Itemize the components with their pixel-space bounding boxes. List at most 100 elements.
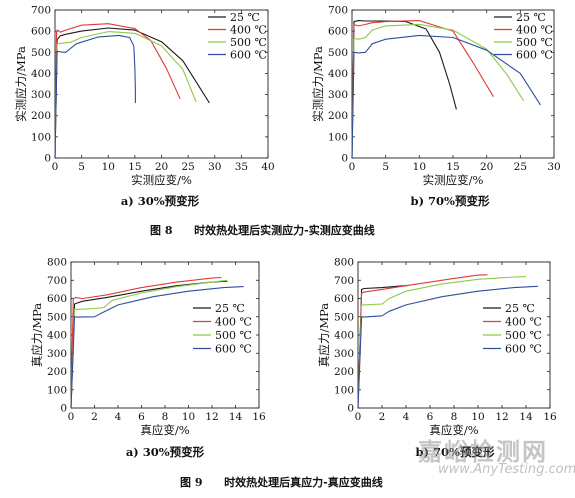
legend-label-1: 25 ℃ <box>215 302 245 315</box>
y-axis-title: 真应力/MPa <box>30 303 44 367</box>
legend-label-3: 500 ℃ <box>505 329 542 342</box>
legend-label-2: 400 ℃ <box>505 316 542 329</box>
y-tick-label: 400 <box>47 330 67 342</box>
legend-label-4: 600 ℃ <box>505 343 542 356</box>
x-tick-label: 16 <box>543 411 557 423</box>
y-tick-label: 0 <box>44 153 51 165</box>
series-line-2 <box>357 274 488 409</box>
y-tick-label: 600 <box>31 26 51 38</box>
x-tick-label: 10 <box>413 161 426 173</box>
legend-label-4: 600 ℃ <box>516 49 553 62</box>
y-tick-label: 500 <box>328 47 348 59</box>
figure-9-title: 时效热处理后真应力-真应变曲线 <box>224 476 383 489</box>
x-tick-label: 0 <box>355 411 362 423</box>
y-tick-label: 500 <box>31 47 51 59</box>
y-tick-label: 400 <box>334 330 354 342</box>
legend-label-4: 600 ℃ <box>230 49 267 62</box>
y-tick-label: 200 <box>334 366 354 378</box>
y-tick-label: 600 <box>334 293 354 305</box>
legend-label-4: 600 ℃ <box>215 343 252 356</box>
x-tick-label: 25 <box>514 161 527 173</box>
figure-8-title: 时效热处理后实测应力-实测应变曲线 <box>194 224 375 237</box>
y-tick-label: 700 <box>328 5 348 17</box>
series-line-2 <box>70 276 222 409</box>
x-tick-label: 14 <box>519 411 533 423</box>
x-tick-label: 6 <box>427 411 434 423</box>
x-tick-label: 14 <box>229 411 243 423</box>
subplot-caption: b) 70%预变形 <box>411 194 490 208</box>
x-tick-label: 6 <box>138 411 145 423</box>
series-line-4 <box>357 285 539 409</box>
figure-8-label: 图 8 <box>150 224 173 237</box>
y-tick-label: 300 <box>31 89 51 101</box>
x-tick-label: 2 <box>91 411 98 423</box>
y-tick-label: 100 <box>31 131 51 143</box>
x-tick-label: 40 <box>261 161 274 173</box>
x-tick-label: 4 <box>403 411 410 423</box>
legend-label-1: 25 ℃ <box>516 11 546 24</box>
y-tick-label: 300 <box>334 348 354 360</box>
y-tick-label: 600 <box>47 293 67 305</box>
x-tick-label: 20 <box>155 161 168 173</box>
y-tick-label: 400 <box>328 68 348 80</box>
series-line-3 <box>351 23 525 159</box>
y-tick-label: 300 <box>328 89 348 101</box>
x-tick-label: 10 <box>102 161 115 173</box>
series-line-2 <box>351 20 494 159</box>
x-tick-label: 12 <box>205 411 218 423</box>
y-tick-label: 100 <box>47 384 67 396</box>
x-tick-label: 0 <box>68 411 75 423</box>
x-tick-label: 25 <box>181 161 194 173</box>
y-tick-label: 100 <box>334 384 354 396</box>
x-axis-title: 实测应变/% <box>423 173 484 187</box>
figure-9-label: 图 9 <box>180 476 203 489</box>
y-axis-title: 真应力/MPa <box>317 303 331 367</box>
x-tick-label: 10 <box>471 411 484 423</box>
series-line-2 <box>54 23 181 159</box>
x-tick-label: 30 <box>547 161 560 173</box>
legend-label-3: 500 ℃ <box>230 36 267 49</box>
y-tick-label: 0 <box>341 153 348 165</box>
legend-label-1: 25 ℃ <box>505 302 535 315</box>
y-axis-title: 实测应力/MPa <box>311 46 325 122</box>
series-line-3 <box>54 31 197 159</box>
figure-9-caption: 图 9 时效热处理后真应力-真应变曲线 <box>180 474 383 490</box>
chart-1: 0 5 10 15 20 25 30 35 400100200300400500600700实测… <box>14 5 275 209</box>
y-tick-label: 0 <box>347 403 354 415</box>
y-tick-label: 600 <box>328 26 348 38</box>
series-line-4 <box>70 286 244 409</box>
x-tick-label: 15 <box>446 161 459 173</box>
y-axis-title: 实测应力/MPa <box>14 46 28 122</box>
x-tick-label: 4 <box>115 411 122 423</box>
chart-2: 0 5 10 15 20 25 300100200300400500600700实测应变/%… <box>311 5 561 209</box>
x-axis-title: 实测应变/% <box>131 173 192 187</box>
y-tick-label: 0 <box>60 403 67 415</box>
y-tick-label: 800 <box>334 257 354 269</box>
chart-3: 0 2 4 6 8 10 12 14 16 0 100 200 300 400 500 600 700 800 真应… <box>30 257 266 460</box>
x-axis-title: 真应变/% <box>429 423 478 437</box>
series-line-3 <box>357 276 527 409</box>
y-tick-label: 500 <box>334 311 354 323</box>
y-tick-label: 200 <box>31 110 51 122</box>
x-tick-label: 5 <box>382 161 389 173</box>
y-tick-label: 200 <box>47 366 67 378</box>
x-tick-label: 20 <box>480 161 493 173</box>
x-tick-label: 0 <box>52 161 59 173</box>
legend-label-3: 500 ℃ <box>516 36 553 49</box>
y-tick-label: 700 <box>47 275 67 287</box>
x-axis-title: 真应变/% <box>140 423 189 437</box>
x-tick-label: 8 <box>451 411 458 423</box>
legend-label-2: 400 ℃ <box>230 24 267 37</box>
legend-label-3: 500 ℃ <box>215 329 252 342</box>
y-tick-label: 500 <box>47 311 67 323</box>
y-tick-label: 800 <box>47 257 67 269</box>
y-tick-label: 100 <box>328 131 348 143</box>
x-tick-label: 5 <box>78 161 85 173</box>
x-tick-label: 15 <box>128 161 141 173</box>
subplot-caption: b) 70%预变形 <box>416 445 495 459</box>
x-tick-label: 35 <box>235 161 248 173</box>
series-line-3 <box>70 279 228 409</box>
chart-4: 0 2 4 6 8 10 12 14 16 0 100 200 300 400 500 600 700 800 真应… <box>317 257 557 460</box>
